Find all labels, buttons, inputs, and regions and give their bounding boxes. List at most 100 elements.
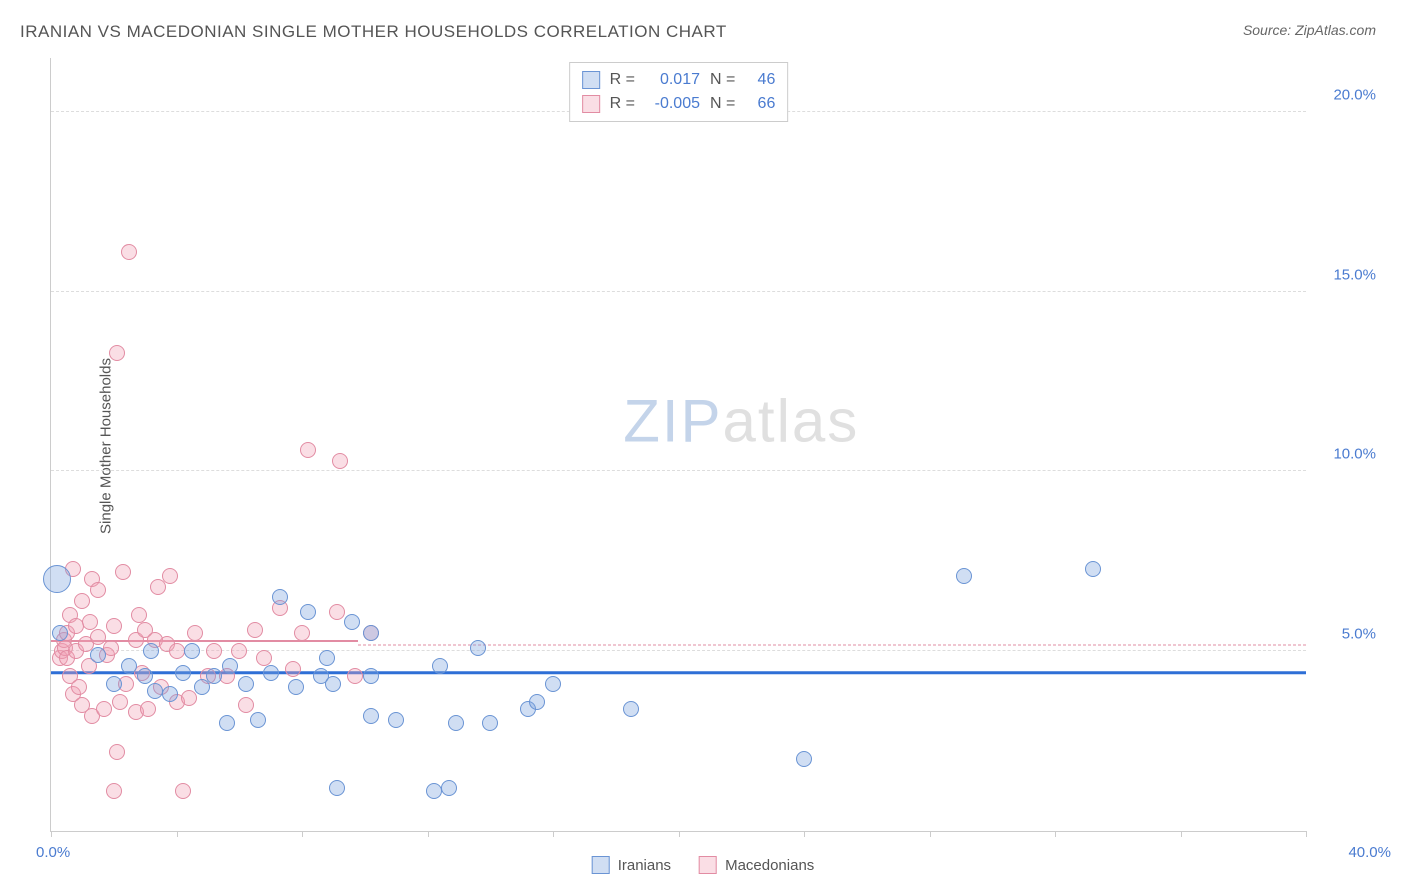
- stats-row: R = 0.017 N = 46: [582, 68, 776, 92]
- legend-label: Macedonians: [725, 857, 814, 874]
- scatter-point: [956, 568, 972, 584]
- scatter-point: [162, 568, 178, 584]
- scatter-point: [300, 604, 316, 620]
- source-attribution: Source: ZipAtlas.com: [1243, 22, 1376, 38]
- scatter-point: [470, 640, 486, 656]
- scatter-point: [206, 668, 222, 684]
- scatter-point: [250, 712, 266, 728]
- scatter-point: [109, 345, 125, 361]
- scatter-point: [137, 668, 153, 684]
- n-label: N =: [710, 92, 735, 116]
- regression-line-dashed: [358, 644, 1306, 645]
- scatter-point: [96, 701, 112, 717]
- scatter-point: [441, 780, 457, 796]
- legend-swatch: [582, 71, 600, 89]
- watermark: ZIPatlas: [623, 387, 859, 456]
- scatter-point: [319, 650, 335, 666]
- scatter-point: [121, 244, 137, 260]
- scatter-point: [106, 618, 122, 634]
- y-tick-label: 20.0%: [1316, 86, 1376, 103]
- scatter-point: [71, 679, 87, 695]
- scatter-point: [90, 647, 106, 663]
- scatter-point: [332, 453, 348, 469]
- scatter-point: [115, 564, 131, 580]
- y-tick-label: 10.0%: [1316, 446, 1376, 463]
- legend-swatch: [582, 95, 600, 113]
- scatter-point: [112, 694, 128, 710]
- scatter-point: [363, 625, 379, 641]
- scatter-point: [90, 582, 106, 598]
- x-tick: [1055, 831, 1056, 837]
- scatter-point: [175, 783, 191, 799]
- scatter-point: [143, 643, 159, 659]
- n-value: 46: [745, 68, 775, 92]
- scatter-point: [329, 604, 345, 620]
- x-tick: [1306, 831, 1307, 837]
- x-tick: [679, 831, 680, 837]
- scatter-point: [363, 708, 379, 724]
- scatter-point: [426, 783, 442, 799]
- legend-item: Macedonians: [699, 856, 814, 874]
- x-tick: [428, 831, 429, 837]
- gridline: [51, 291, 1306, 292]
- scatter-point: [432, 658, 448, 674]
- scatter-point: [796, 751, 812, 767]
- y-tick-label: 5.0%: [1316, 626, 1376, 643]
- watermark-zip: ZIP: [623, 388, 722, 455]
- x-tick: [177, 831, 178, 837]
- x-axis-max-label: 40.0%: [1348, 844, 1391, 861]
- regression-line: [51, 672, 1306, 675]
- r-label: R =: [610, 68, 635, 92]
- scatter-point: [147, 683, 163, 699]
- x-tick: [804, 831, 805, 837]
- scatter-point: [206, 643, 222, 659]
- scatter-point: [1085, 561, 1101, 577]
- legend-label: Iranians: [618, 857, 671, 874]
- scatter-point: [272, 589, 288, 605]
- scatter-point: [187, 625, 203, 641]
- scatter-point: [184, 643, 200, 659]
- scatter-point: [247, 622, 263, 638]
- scatter-point: [106, 783, 122, 799]
- y-tick-label: 15.0%: [1316, 266, 1376, 283]
- scatter-point: [388, 712, 404, 728]
- scatter-point: [363, 668, 379, 684]
- scatter-point: [52, 625, 68, 641]
- scatter-point: [121, 658, 137, 674]
- x-tick: [302, 831, 303, 837]
- scatter-point: [222, 658, 238, 674]
- scatter-point: [347, 668, 363, 684]
- scatter-point: [482, 715, 498, 731]
- scatter-point: [238, 697, 254, 713]
- scatter-point: [325, 676, 341, 692]
- scatter-point: [448, 715, 464, 731]
- scatter-point: [545, 676, 561, 692]
- correlation-stats-box: R = 0.017 N = 46 R = -0.005 N = 66: [569, 62, 789, 122]
- scatter-point: [263, 665, 279, 681]
- watermark-atlas: atlas: [723, 388, 860, 455]
- scatter-point: [329, 780, 345, 796]
- x-tick: [51, 831, 52, 837]
- scatter-point: [106, 676, 122, 692]
- scatter-point: [288, 679, 304, 695]
- scatter-point: [285, 661, 301, 677]
- scatter-point: [238, 676, 254, 692]
- scatter-point: [344, 614, 360, 630]
- r-value: 0.017: [645, 68, 700, 92]
- legend-item: Iranians: [592, 856, 671, 874]
- n-value: 66: [745, 92, 775, 116]
- scatter-point: [140, 701, 156, 717]
- series-legend: Iranians Macedonians: [592, 856, 815, 874]
- scatter-point: [175, 665, 191, 681]
- scatter-point: [219, 715, 235, 731]
- legend-swatch: [592, 856, 610, 874]
- r-value: -0.005: [645, 92, 700, 116]
- scatter-point: [109, 744, 125, 760]
- scatter-point: [169, 643, 185, 659]
- r-label: R =: [610, 92, 635, 116]
- scatter-point: [162, 686, 178, 702]
- x-tick: [1181, 831, 1182, 837]
- x-tick: [553, 831, 554, 837]
- n-label: N =: [710, 68, 735, 92]
- scatter-point: [529, 694, 545, 710]
